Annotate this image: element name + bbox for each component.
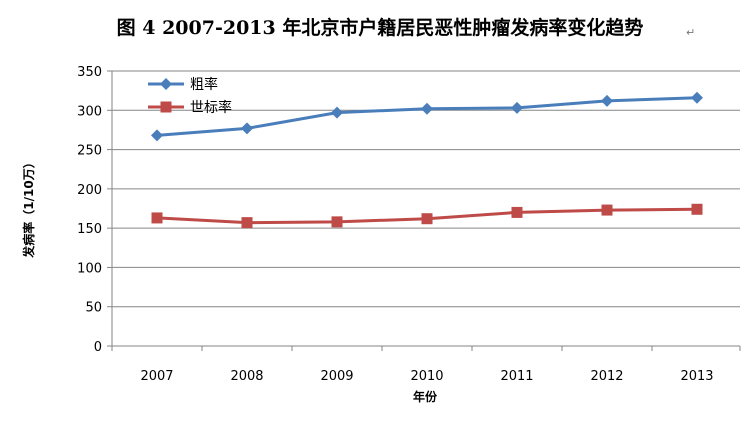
chart-title: 图 4 2007-2013 年北京市户籍居民恶性肿瘤发病率变化趋势 — [117, 16, 644, 39]
data-point-0-2011 — [511, 101, 523, 114]
x-tick-label-2008: 2008 — [230, 369, 263, 384]
y-tick-label-100: 100 — [77, 261, 102, 276]
data-point-1-2013 — [691, 203, 703, 215]
y-tick-label-0: 0 — [94, 340, 102, 355]
legend-label-1: 世标率 — [190, 99, 232, 116]
data-point-1-2008 — [241, 217, 253, 229]
y-axis-label: 发病率（1/10万） — [21, 156, 36, 258]
data-point-0-2013 — [691, 91, 703, 104]
data-point-0-2010 — [421, 102, 433, 115]
title-return-mark: ↵ — [686, 26, 695, 39]
y-tick-label-150: 150 — [77, 222, 102, 237]
y-tick-label-300: 300 — [77, 104, 102, 119]
y-tick-labels: 0 50 100 150 200 250 300 350 — [77, 65, 102, 355]
data-point-0-2007 — [151, 129, 163, 142]
x-tick-label-2013: 2013 — [680, 369, 713, 384]
data-point-0-2008 — [241, 122, 253, 135]
x-axis-label: 年份 — [413, 389, 438, 404]
x-tick-label-2012: 2012 — [590, 369, 623, 384]
x-tick-labels: 2007 2008 2009 2010 2011 2012 2013 — [140, 369, 713, 384]
x-tick-label-2010: 2010 — [410, 369, 443, 384]
data-point-0-2009 — [331, 106, 343, 119]
y-tick-label-250: 250 — [77, 144, 102, 159]
data-point-1-2007 — [151, 212, 163, 224]
y-tick-label-200: 200 — [77, 183, 102, 198]
x-tick-label-2011: 2011 — [500, 369, 533, 384]
data-point-1-2009 — [331, 216, 343, 228]
legend-marker-0 — [160, 78, 172, 90]
series-layer — [151, 91, 703, 229]
y-tick-label-350: 350 — [77, 65, 102, 80]
x-tick-label-2009: 2009 — [320, 369, 353, 384]
axes — [107, 70, 741, 351]
data-point-1-2011 — [511, 206, 523, 218]
data-point-1-2010 — [421, 213, 433, 225]
legend-marker-1 — [160, 101, 172, 113]
data-point-0-2012 — [601, 94, 613, 107]
x-tick-label-2007: 2007 — [140, 369, 173, 384]
legend-label-0: 粗率 — [190, 76, 218, 93]
data-point-1-2012 — [601, 204, 613, 216]
y-tick-label-50: 50 — [85, 301, 102, 316]
